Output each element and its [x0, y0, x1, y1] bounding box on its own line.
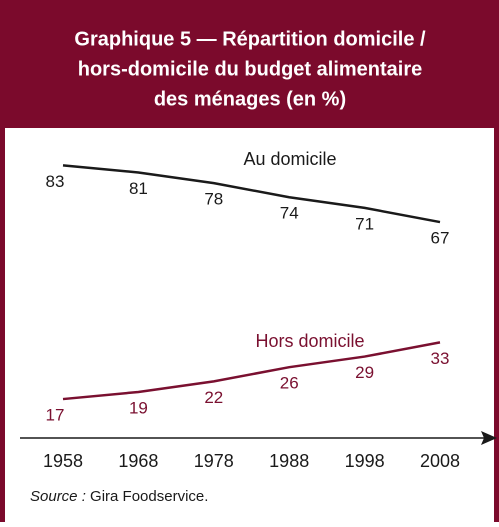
x-tick-label: 1958: [43, 451, 83, 471]
series-name: Au domicile: [243, 149, 336, 169]
data-label: 26: [280, 374, 299, 393]
x-tick-label: 1968: [118, 451, 158, 471]
series-name: Hors domicile: [255, 331, 364, 351]
source-label: Source :: [30, 488, 86, 505]
series-line: [62, 341, 441, 401]
data-label: 71: [355, 214, 374, 233]
x-tick-label: 2008: [420, 451, 460, 471]
data-label: 22: [204, 388, 223, 407]
data-label: 33: [431, 349, 450, 368]
data-label: 29: [355, 363, 374, 382]
x-tick-label: 1978: [194, 451, 234, 471]
data-label: 74: [280, 204, 299, 223]
data-label: 17: [46, 406, 65, 425]
x-tick-label: 1998: [345, 451, 385, 471]
chart-title: Graphique 5 — Répartition domicile /: [74, 28, 426, 50]
data-label: 83: [46, 172, 65, 191]
header: [0, 0, 499, 128]
series-line: [62, 164, 441, 224]
source: Source : Gira Foodservice.: [30, 488, 208, 505]
x-axis-arrow: [481, 431, 497, 445]
chart-title: hors-domicile du budget alimentaire: [78, 58, 423, 80]
data-label: 67: [431, 229, 450, 248]
source-text: Gira Foodservice.: [90, 488, 208, 505]
frame-right: [494, 128, 499, 522]
data-label: 19: [129, 398, 148, 417]
frame-left: [0, 128, 5, 522]
data-label: 81: [129, 179, 148, 198]
x-tick-label: 1988: [269, 451, 309, 471]
chart-title: des ménages (en %): [154, 88, 346, 110]
data-label: 78: [204, 190, 223, 209]
